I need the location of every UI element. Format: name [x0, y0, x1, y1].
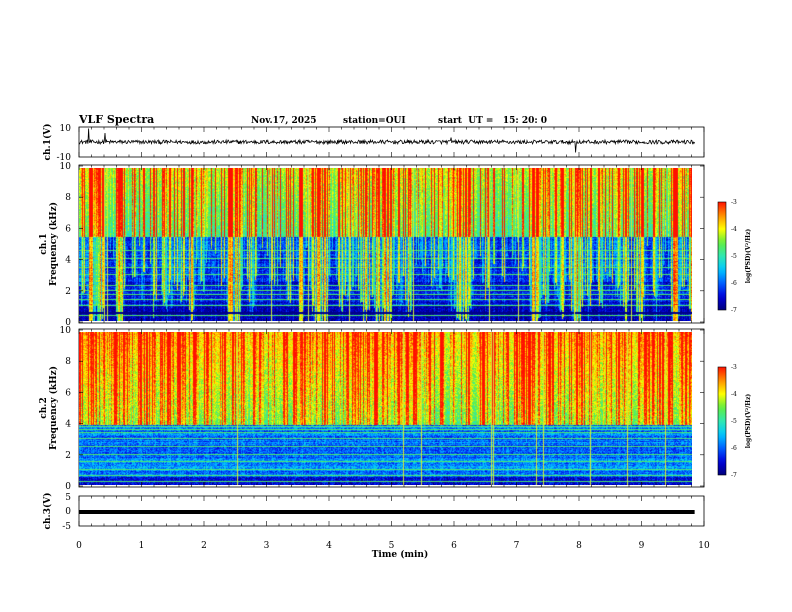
colorbar-tick-label: -6 [731, 445, 737, 452]
time-tick-label: 1 [139, 541, 145, 551]
ch2-freq-ticks: 0 2 4 6 8 10 [60, 326, 704, 492]
freq-tick-label: 6 [65, 388, 71, 398]
station-label: station=OUI [343, 116, 406, 126]
ch2-spectrogram-image [79, 332, 692, 485]
colorbar-tick-label: -5 [731, 253, 737, 260]
freq-tick-label: 4 [65, 420, 71, 430]
ch2-spec-ylabel-freq: Frequency (kHz) [48, 366, 59, 450]
time-tick-label: 0 [76, 541, 82, 551]
freq-tick-label: 8 [65, 193, 71, 203]
time-tick-label: 2 [201, 541, 207, 551]
ch1-colorbar-label: log(PSD)(V²/Hz) [745, 229, 752, 284]
freq-tick-label: 10 [60, 326, 72, 336]
freq-tick-label: 6 [65, 224, 71, 234]
time-tick-label: 6 [451, 541, 457, 551]
ch1-spec-ylabel-ch: ch.1 [39, 233, 49, 254]
ch2-spec-ylabel-ch: ch.2 [39, 397, 49, 418]
time-tick-label: 8 [576, 541, 582, 551]
colorbar-tick-label: -3 [731, 199, 737, 206]
ch1-colorbar: -3 -4 -5 -6 -7 log(PSD)(V²/Hz) [717, 199, 752, 314]
figure-title: VLF Spectra [78, 113, 154, 126]
ch2-spectrogram-panel: 0 2 4 6 8 10 ch.2 Frequency (kHz) [39, 326, 705, 492]
start-time-label: start UT = 15: 20: 0 [438, 116, 547, 126]
time-tick-label: 7 [514, 541, 520, 551]
freq-tick-label: 0 [65, 318, 71, 328]
freq-tick-label: 10 [60, 162, 72, 172]
ch3-panel: 5 0 -5 ch.3(V) [42, 493, 705, 532]
ch1-waveform-trace [79, 128, 695, 153]
colorbar-tick-label: -7 [731, 472, 737, 479]
ch1-ytick-top: 10 [60, 124, 72, 134]
ch1-freq-ticks: 0 2 4 6 8 10 [60, 162, 704, 328]
freq-tick-label: 2 [65, 287, 71, 297]
ch1-spectrogram-panel: 0 2 4 6 8 10 ch.1 Frequency (kHz) [39, 162, 705, 328]
time-tick-label: 10 [698, 541, 710, 551]
time-tick-label: 5 [389, 541, 395, 551]
colorbar-tick-label: -7 [731, 307, 737, 314]
freq-tick-label: 4 [65, 256, 71, 266]
ch3-ylabel: ch.3(V) [42, 493, 53, 530]
freq-tick-label: 8 [65, 357, 71, 367]
time-axis-label: Time (min) [372, 549, 429, 560]
date-label: Nov.17, 2025 [251, 116, 317, 126]
time-tick-label: 9 [639, 541, 645, 551]
colorbar-tick-label: -4 [731, 226, 737, 233]
ch2-colorbar: -3 -4 -5 -6 -7 log(PSD)(V²/Hz) [717, 364, 752, 479]
ch3-ytick-mid: 0 [65, 507, 71, 517]
freq-tick-label: 2 [65, 451, 71, 461]
ch3-ytick-top: 5 [65, 493, 71, 503]
time-tick-label: 4 [326, 541, 332, 551]
colorbar-tick-label: -4 [731, 391, 737, 398]
colorbar-tick-label: -3 [731, 364, 737, 371]
ch1-waveform-panel: 10 -10 ch.1(V) [42, 124, 705, 163]
colorbar-tick-label: -6 [731, 280, 737, 287]
time-axis-ticks: 0 1 2 3 4 5 6 7 8 9 10 [76, 541, 710, 551]
ch1-ytick-bottom: -10 [57, 153, 72, 163]
ch1-ylabel: ch.1(V) [42, 124, 53, 161]
freq-tick-label: 0 [65, 482, 71, 492]
colorbar-tick-label: -5 [731, 418, 737, 425]
ch3-ytick-bottom: -5 [62, 522, 71, 532]
ch1-spec-ylabel-freq: Frequency (kHz) [48, 202, 59, 286]
ch1-spectrogram-image [79, 168, 692, 321]
ch2-colorbar-label: log(PSD)(V²/Hz) [745, 394, 752, 449]
time-tick-label: 3 [264, 541, 270, 551]
